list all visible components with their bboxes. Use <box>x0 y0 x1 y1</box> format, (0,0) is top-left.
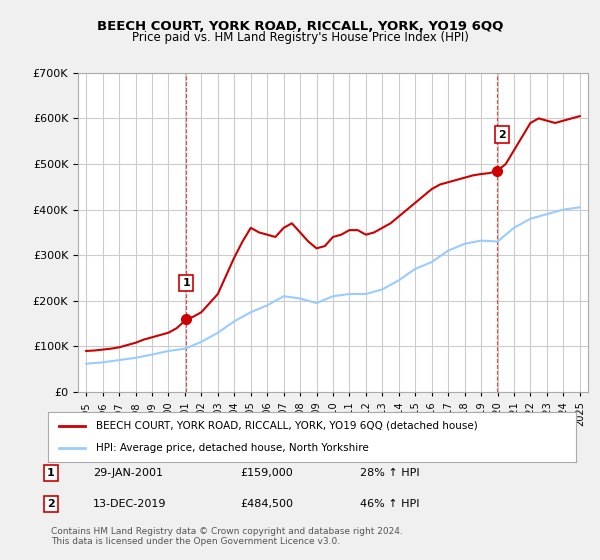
Text: 13-DEC-2019: 13-DEC-2019 <box>93 499 167 509</box>
Text: BEECH COURT, YORK ROAD, RICCALL, YORK, YO19 6QQ: BEECH COURT, YORK ROAD, RICCALL, YORK, Y… <box>97 20 503 32</box>
Text: 2: 2 <box>47 499 55 509</box>
Text: HPI: Average price, detached house, North Yorkshire: HPI: Average price, detached house, Nort… <box>95 443 368 453</box>
Text: BEECH COURT, YORK ROAD, RICCALL, YORK, YO19 6QQ (detached house): BEECH COURT, YORK ROAD, RICCALL, YORK, Y… <box>95 421 477 431</box>
Text: 2: 2 <box>498 129 506 139</box>
Text: 46% ↑ HPI: 46% ↑ HPI <box>360 499 419 509</box>
Text: £159,000: £159,000 <box>240 468 293 478</box>
Text: Contains HM Land Registry data © Crown copyright and database right 2024.
This d: Contains HM Land Registry data © Crown c… <box>51 526 403 546</box>
Text: 1: 1 <box>182 278 190 288</box>
Text: Price paid vs. HM Land Registry's House Price Index (HPI): Price paid vs. HM Land Registry's House … <box>131 31 469 44</box>
Text: 28% ↑ HPI: 28% ↑ HPI <box>360 468 419 478</box>
Text: 29-JAN-2001: 29-JAN-2001 <box>93 468 163 478</box>
Text: £484,500: £484,500 <box>240 499 293 509</box>
Text: 1: 1 <box>47 468 55 478</box>
